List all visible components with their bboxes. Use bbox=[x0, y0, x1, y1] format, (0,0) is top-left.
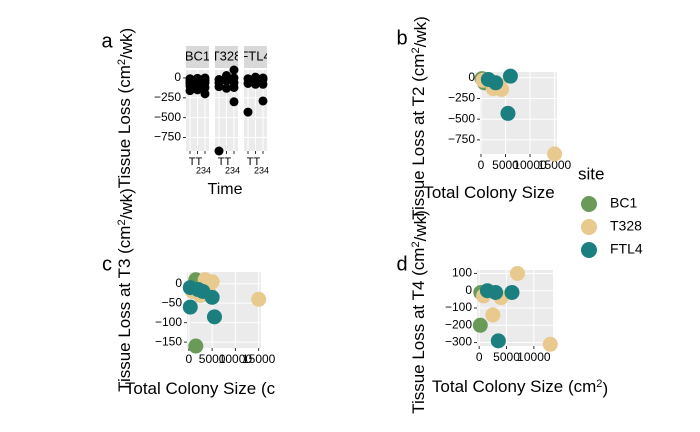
x-tick-label: TT bbox=[218, 156, 232, 168]
data-point bbox=[222, 76, 231, 86]
data-point bbox=[258, 96, 268, 106]
data-point-t328 bbox=[542, 336, 558, 352]
data-point-ftl4 bbox=[502, 68, 518, 84]
x-tick-label: 234 bbox=[196, 165, 211, 175]
y-axis-label: Tissue Loss at T3 (cm2/wk) bbox=[115, 188, 136, 392]
data-point-t328 bbox=[547, 146, 563, 162]
y-tick-label: −50 bbox=[162, 295, 183, 309]
legend-key-t328 bbox=[581, 219, 597, 235]
panel-letter-b: b bbox=[396, 27, 407, 49]
panel-letter-c: c bbox=[102, 253, 112, 275]
x-tick-label: 0 bbox=[478, 158, 485, 172]
x-tick-label: 234 bbox=[254, 165, 269, 175]
facet-strip-label: BC1 bbox=[185, 48, 210, 63]
data-point bbox=[229, 97, 239, 107]
x-tick-label: 10000 bbox=[513, 158, 547, 172]
facet-strip-BC1 bbox=[186, 46, 209, 68]
x-axis-label: Total Colony Size (cm2) bbox=[432, 377, 608, 398]
data-point-ftl4 bbox=[182, 299, 198, 315]
y-axis-label: Tissue Loss at T2 (cm2/wk) bbox=[409, 16, 430, 220]
x-tick-label: 10000 bbox=[219, 352, 253, 366]
facet-strip-T328 bbox=[215, 46, 238, 68]
y-tick-label: −100 bbox=[445, 300, 472, 314]
data-point-ftl4 bbox=[206, 309, 222, 325]
panel-letter-a: a bbox=[101, 30, 113, 52]
data-point-t328 bbox=[509, 265, 525, 281]
data-point bbox=[200, 82, 210, 92]
x-tick-label: TT bbox=[247, 156, 261, 168]
data-point-bc1 bbox=[188, 338, 204, 354]
data-point bbox=[193, 85, 202, 95]
data-point bbox=[200, 89, 210, 99]
x-tick-label: 10000 bbox=[517, 350, 551, 364]
data-point bbox=[214, 82, 224, 92]
data-point bbox=[185, 86, 195, 96]
panel-letter-d: d bbox=[396, 253, 407, 275]
x-axis-label: Time bbox=[208, 181, 243, 198]
data-point bbox=[258, 79, 268, 89]
x-tick-label: 0 bbox=[186, 352, 193, 366]
legend-title: site bbox=[578, 164, 604, 183]
y-tick-label: 0 bbox=[174, 70, 181, 84]
legend-label-t328: T328 bbox=[610, 218, 642, 234]
data-point bbox=[251, 79, 260, 89]
y-tick-label: −250 bbox=[448, 91, 475, 105]
x-axis-label: Total Colony Size bbox=[423, 183, 554, 202]
data-point-ftl4 bbox=[488, 75, 504, 91]
x-tick-label: 5000 bbox=[492, 158, 519, 172]
y-tick-label: 100 bbox=[452, 266, 472, 280]
data-point-ftl4 bbox=[504, 284, 520, 300]
facet-strip-label: T328 bbox=[212, 48, 242, 63]
data-point bbox=[214, 146, 224, 156]
y-tick-label: −500 bbox=[154, 110, 181, 124]
data-point bbox=[243, 107, 253, 117]
facet-strip-FTL4 bbox=[244, 46, 267, 68]
data-point bbox=[243, 79, 253, 88]
y-tick-label: 0 bbox=[468, 70, 475, 84]
x-tick-label: 15000 bbox=[242, 352, 276, 366]
y-axis-label: Tissue Loss (cm2/wk) bbox=[115, 28, 136, 188]
x-tick-label: TT bbox=[189, 156, 203, 168]
data-point bbox=[229, 82, 239, 92]
y-tick-label: −150 bbox=[155, 334, 182, 348]
data-point-ftl4 bbox=[500, 105, 516, 121]
y-tick-label: −300 bbox=[445, 335, 472, 349]
y-tick-label: 0 bbox=[465, 283, 472, 297]
legend-label-ftl4: FTL4 bbox=[610, 241, 643, 257]
data-point-bc1 bbox=[472, 317, 488, 333]
data-point-t328 bbox=[251, 291, 267, 307]
data-point-ftl4 bbox=[488, 284, 504, 300]
legend-label-bc1: BC1 bbox=[610, 195, 637, 211]
x-axis-label: Total Colony Size (c bbox=[125, 379, 276, 398]
data-point bbox=[229, 65, 239, 75]
data-point-ftl4 bbox=[490, 333, 506, 349]
data-point-ftl4 bbox=[204, 289, 220, 305]
x-tick-label: 15000 bbox=[538, 158, 572, 172]
data-point bbox=[222, 83, 231, 93]
facet-strip-label: FTL4 bbox=[240, 48, 270, 63]
y-tick-label: −100 bbox=[155, 315, 182, 329]
y-tick-label: −750 bbox=[448, 132, 475, 146]
data-point-t328 bbox=[485, 307, 501, 323]
legend-key-bc1 bbox=[581, 196, 597, 212]
y-tick-label: −200 bbox=[445, 317, 472, 331]
y-tick-label: 0 bbox=[175, 276, 182, 290]
y-tick-label: −250 bbox=[154, 90, 181, 104]
x-tick-label: 5000 bbox=[493, 350, 520, 364]
x-tick-label: 5000 bbox=[199, 352, 226, 366]
x-tick-label: 234 bbox=[225, 165, 240, 175]
y-tick-label: −750 bbox=[154, 130, 181, 144]
legend-key-ftl4 bbox=[581, 242, 597, 258]
y-tick-label: −500 bbox=[448, 111, 475, 125]
y-axis-label: Tissue Loss at T4 (cm2/wk) bbox=[409, 210, 430, 414]
x-tick-label: 0 bbox=[476, 350, 483, 364]
